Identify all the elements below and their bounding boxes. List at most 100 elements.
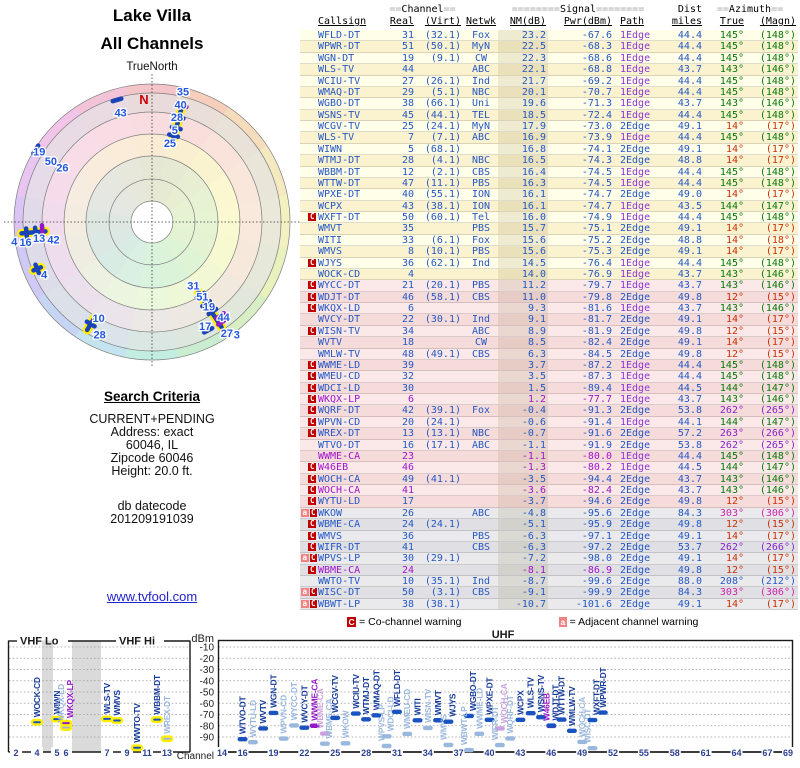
cell-nw: Ind [471, 576, 491, 587]
warning-badges: C [300, 292, 316, 303]
station-signal-marker [100, 715, 114, 723]
warning-badges [300, 201, 316, 212]
cell-di: 44.4 [677, 177, 702, 189]
nm-column-shade [498, 553, 548, 564]
warning-badges: C [300, 360, 316, 371]
warning-badges [300, 76, 316, 87]
cell-pa: 2Edge [620, 121, 651, 132]
cell-vi: (68.1) [424, 143, 461, 155]
channel-tick-label: 22 [299, 748, 309, 758]
nm-column-shade [498, 189, 548, 200]
cell-nw: Fox [471, 405, 491, 417]
cell-nm: 16.0 [521, 212, 546, 223]
channel-tick-label: 61 [701, 748, 711, 758]
station-label: WBME-CA [324, 699, 334, 739]
cell-mg: (148°) [759, 371, 796, 383]
table-row: C WDJT-DT 46 (58.1) CBS 11.0 -79.8 2Edge 49.8 12°… [300, 291, 798, 303]
table-row: C WOCH-CA 41 -3.6 -82.4 2Edge 43.7 143° (146°) [300, 485, 798, 497]
cell-re: 6 [407, 394, 414, 405]
nm-column-shade [498, 337, 548, 348]
nm-column-shade [498, 450, 548, 462]
cell-pa: 1Edge [620, 86, 651, 98]
cell-re: 18 [401, 337, 414, 349]
cell-cs: WCIU-TV [318, 75, 361, 87]
nm-column-shade [498, 496, 548, 507]
cell-mg: (306°) [759, 587, 796, 599]
table-row: WMVT 35 PBS 15.7 -75.1 2Edge 49.1 14° (17°) [300, 223, 798, 235]
cell-pa: 1Edge [620, 359, 651, 371]
cell-pw: -74.5 [581, 177, 612, 189]
cell-nm: 16.1 [521, 200, 546, 212]
cell-nm: 22.5 [521, 41, 546, 53]
station-label: WSNS-TV [536, 674, 546, 712]
cell-pw: -81.9 [581, 325, 612, 337]
table-row: WTVO-DT 16 (17.1) ABC -1.1 -91.9 2Edge 53.8 262°… [300, 439, 798, 451]
cell-di: 44.4 [677, 371, 702, 383]
cell-re: 36 [401, 257, 414, 269]
cell-pw: -74.5 [581, 166, 612, 178]
nm-column-shade [498, 416, 548, 428]
station-label: WLS-TV [526, 677, 536, 708]
cell-re: 25 [401, 121, 414, 132]
cell-pw: -94.6 [581, 496, 612, 508]
cell-cs: WKQX-LD [318, 303, 361, 314]
cell-pa: 1Edge [620, 303, 651, 314]
cell-pa: 2Edge [620, 143, 651, 155]
cell-di: 43.7 [677, 473, 702, 485]
cell-cs: WBBM-DT [318, 166, 361, 178]
cell-di: 49.8 [677, 496, 702, 508]
cell-di: 44.1 [677, 416, 702, 428]
nm-column-shade [498, 280, 548, 291]
north-label: N [139, 92, 148, 107]
cell-mg: (146°) [759, 473, 796, 485]
dbm-tick-label: -20 [200, 654, 215, 665]
nm-column-shade [498, 598, 548, 610]
station-signal-marker [443, 742, 454, 748]
channel-tick-label: 52 [608, 748, 618, 758]
cell-tr: 14° [725, 234, 744, 246]
co-channel-warning-badge: C [308, 382, 316, 392]
cell-mg: (15°) [765, 348, 796, 360]
warning-badges [300, 53, 316, 64]
adjacent-warning-badge: a [301, 587, 309, 597]
table-row: C WXFT-DT 50 (60.1) Tel 16.0 -74.9 1Edge 44.4 145… [300, 212, 798, 224]
cell-mg: (147°) [759, 200, 796, 212]
cell-vi [417, 337, 461, 348]
cell-nm: 6.3 [527, 348, 546, 360]
cell-nw [461, 269, 501, 280]
tvfool-link[interactable]: www.tvfool.com [106, 589, 198, 604]
cell-pa: 1Edge [620, 166, 651, 178]
station-signal-marker [525, 710, 536, 716]
warning-badges [300, 121, 316, 132]
cell-nm: -9.1 [521, 587, 546, 599]
cell-di: 48.8 [677, 155, 702, 167]
cell-nw: MyN [471, 41, 491, 53]
cell-vi: (10.1) [424, 246, 461, 258]
cell-pw: -95.6 [581, 507, 612, 519]
cell-nm: -8.1 [521, 564, 546, 576]
radar-channel-label: 35 [177, 87, 189, 99]
station-label: WBWT-LP [459, 706, 469, 745]
cell-vi: (30.1) [424, 314, 461, 326]
cell-di: 44.4 [677, 30, 702, 41]
cell-pa: 2Edge [620, 439, 651, 451]
co-channel-warning-badge: C [308, 280, 316, 290]
channel-tick-label: 11 [142, 748, 152, 758]
cell-mg: (148°) [759, 359, 796, 371]
cell-pw: -76.4 [581, 257, 612, 269]
cell-re: 38 [401, 98, 414, 110]
cell-di: 44.4 [677, 359, 702, 371]
warning-badges [300, 87, 316, 98]
cell-mg: (17°) [765, 223, 796, 235]
cell-pa: 2Edge [620, 246, 651, 258]
station-label: WBME-CA [315, 688, 325, 728]
cell-re: 20 [401, 416, 414, 428]
co-channel-warning-badge: C [308, 485, 316, 494]
nm-column-shade [498, 587, 548, 598]
cell-nw [461, 303, 501, 314]
cell-tr: 14° [725, 314, 744, 326]
cell-di: 44.4 [677, 75, 702, 87]
cell-cs: WTTW-DT [318, 177, 361, 189]
cell-cs: WMVS [318, 246, 343, 258]
cell-nm: -1.1 [521, 450, 546, 462]
